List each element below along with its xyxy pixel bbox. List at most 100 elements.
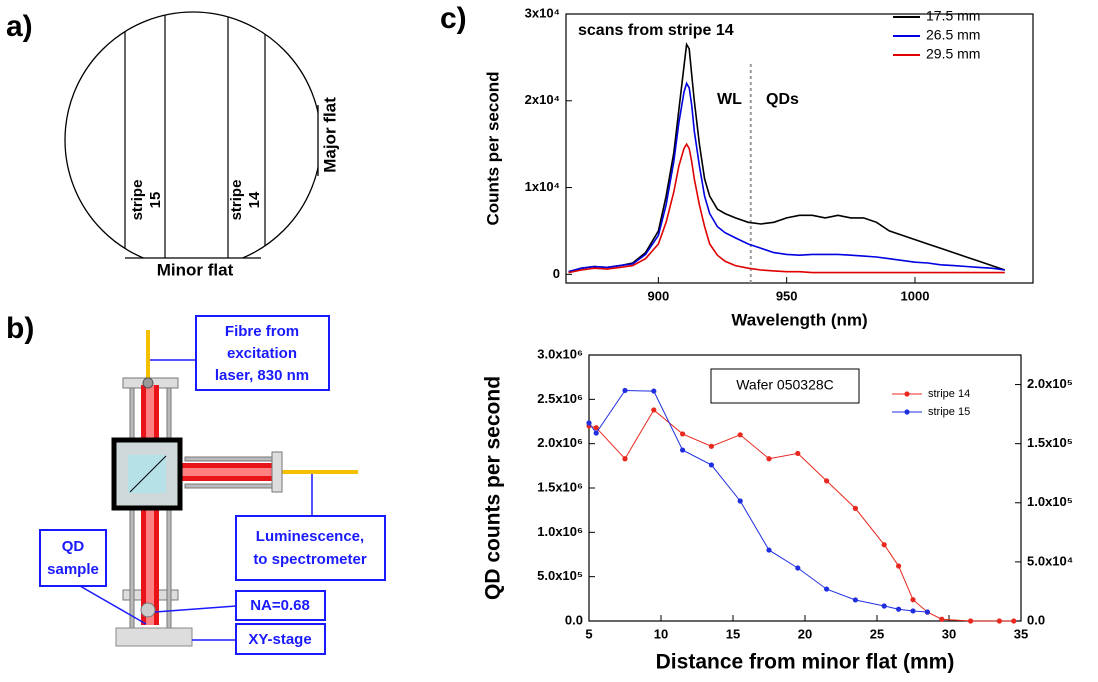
y-axis-label: QD counts per second xyxy=(482,376,505,600)
marker xyxy=(593,425,599,431)
panel-label: c) xyxy=(440,2,467,35)
y-tick-label: 1.5x10⁶ xyxy=(537,479,583,494)
callouts: Fibre from excitation laser, 830 nm Lumi… xyxy=(39,315,386,655)
y-tick-label: 0.0 xyxy=(565,612,583,627)
marker xyxy=(593,430,599,436)
marker xyxy=(968,618,974,624)
optics xyxy=(111,330,358,647)
marker xyxy=(924,609,931,615)
marker xyxy=(766,547,772,553)
wafer xyxy=(64,11,318,258)
marker xyxy=(896,563,902,569)
marker xyxy=(824,586,830,592)
box-text: sample xyxy=(47,561,99,578)
x-tick-label: 900 xyxy=(648,288,670,303)
x-tick-label: 10 xyxy=(654,626,668,641)
y-tick-label: 1x10⁴ xyxy=(525,179,560,194)
marker xyxy=(852,505,859,511)
marker xyxy=(622,456,628,462)
marker xyxy=(708,443,715,449)
y-tick-label: 0 xyxy=(553,266,560,281)
y-tick-label: 2x10⁴ xyxy=(525,92,560,107)
legend-label: 17.5 mm xyxy=(926,8,980,24)
series-line xyxy=(588,409,1014,622)
panel-label: b) xyxy=(6,312,34,345)
marker xyxy=(708,462,715,468)
annotation: scans from stripe 14 xyxy=(578,22,734,39)
series-line xyxy=(568,81,1005,273)
box-text: excitation xyxy=(227,345,297,362)
box-text: laser, 830 nm xyxy=(215,367,309,384)
stripe-label: 14 xyxy=(246,191,263,208)
box-text: NA=0.68 xyxy=(250,597,310,614)
marker xyxy=(680,447,686,453)
legend-label: 29.5 mm xyxy=(926,46,980,62)
x-axis-label: Wavelength (nm) xyxy=(731,310,867,329)
minor-flat-label: Minor flat xyxy=(157,260,234,279)
x-tick-label: 5 xyxy=(585,626,592,641)
annotation: WL xyxy=(717,91,742,108)
stripe-lines xyxy=(124,12,266,258)
marker xyxy=(852,597,859,603)
series-line xyxy=(588,389,928,613)
box-text: Fibre from xyxy=(225,323,299,340)
box-text: Luminescence, xyxy=(256,528,364,545)
legend-label: 26.5 mm xyxy=(926,27,980,43)
stripe-label: stripe xyxy=(228,180,245,221)
stripe-label: 15 xyxy=(147,192,164,209)
series-line xyxy=(568,41,1006,273)
marker xyxy=(651,407,657,413)
marker xyxy=(1011,618,1017,624)
marker xyxy=(766,456,772,462)
x-tick-label: 25 xyxy=(870,626,884,641)
marker xyxy=(996,618,1003,624)
major-flat-label: Major flat xyxy=(320,97,339,173)
y-tick-label: 5.0x10⁵ xyxy=(537,568,583,583)
marker xyxy=(622,387,628,394)
y-tick-label: 3.0x10⁶ xyxy=(537,346,583,361)
x-axis-label: Distance from minor flat (mm) xyxy=(656,651,955,674)
plot-frame xyxy=(565,13,1034,284)
y-tick-label: 2.0x10⁶ xyxy=(537,435,583,450)
marker xyxy=(586,420,592,426)
marker xyxy=(881,542,887,548)
annotation: QDs xyxy=(766,91,799,108)
box-text: QD xyxy=(62,538,85,555)
marker xyxy=(737,432,743,438)
y-tick-label: 3x10⁴ xyxy=(525,5,560,20)
marker xyxy=(795,450,801,457)
marker xyxy=(896,606,902,612)
x-tick-label: 35 xyxy=(1014,626,1028,641)
y2-tick-label: 1.0x10⁵ xyxy=(1027,494,1073,509)
marker xyxy=(651,388,657,394)
x-tick-label: 15 xyxy=(726,626,740,641)
legend-marker xyxy=(904,391,910,397)
y2-tick-label: 1.5x10⁵ xyxy=(1027,435,1073,450)
y-axis-label: Counts per second xyxy=(483,72,502,226)
marker xyxy=(737,498,743,504)
x-tick-label: 20 xyxy=(798,626,812,641)
y2-tick-label: 2.0x10⁵ xyxy=(1027,376,1073,391)
annotation-box xyxy=(710,368,860,404)
marker xyxy=(910,608,916,614)
y2-tick-label: 5.0x10⁴ xyxy=(1027,553,1073,568)
y-tick-label: 1.0x10⁶ xyxy=(537,524,583,539)
box-text: to spectrometer xyxy=(253,551,367,568)
series-line xyxy=(568,142,1005,274)
marker xyxy=(939,616,945,622)
marker xyxy=(680,431,686,437)
marker xyxy=(910,597,916,603)
legend-label: stripe 14 xyxy=(928,388,970,400)
x-tick-label: 1000 xyxy=(901,288,930,303)
legend-label: stripe 15 xyxy=(928,406,970,418)
y2-tick-label: 0.0 xyxy=(1027,612,1045,627)
x-tick-label: 30 xyxy=(942,626,956,641)
y-tick-label: 2.5x10⁶ xyxy=(537,391,583,406)
marker xyxy=(824,478,830,484)
box-text: XY-stage xyxy=(248,631,311,648)
panel-label: a) xyxy=(6,10,33,43)
x-tick-label: 950 xyxy=(776,288,798,303)
marker xyxy=(881,603,887,609)
legend-marker xyxy=(904,409,910,415)
